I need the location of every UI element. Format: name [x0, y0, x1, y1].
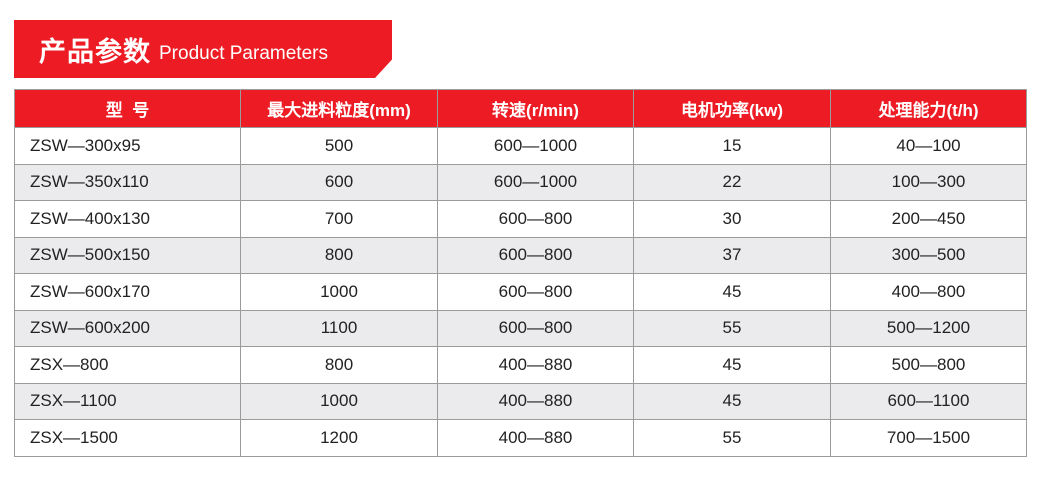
table-row: ZSX—1500 1200 400—880 55 700—1500 — [14, 419, 1027, 457]
cell-motor-power: 37 — [633, 236, 831, 274]
table-row: ZSW—600x200 1100 600—800 55 500—1200 — [14, 309, 1027, 347]
column-header-max-feed-size: 最大进料粒度(mm) — [240, 89, 438, 128]
cell-motor-power: 22 — [633, 163, 831, 201]
cell-speed: 600—800 — [437, 200, 634, 238]
cell-max-feed-size: 1200 — [240, 419, 438, 457]
cell-model: ZSW—500x150 — [14, 236, 241, 274]
cell-capacity: 100—300 — [830, 163, 1027, 201]
table-header-row: 型 号最大进料粒度(mm) 转速(r/min) 电机功率(kw) 处理能力(t/h) — [14, 89, 1027, 128]
cell-capacity: 500—1200 — [830, 309, 1027, 347]
column-header-speed: 转速(r/min) — [437, 89, 634, 128]
table-row: ZSW—400x130 700 600—800 30 200—450 — [14, 200, 1027, 238]
cell-speed: 400—880 — [437, 419, 634, 457]
cell-speed: 600—1000 — [437, 127, 634, 165]
cell-motor-power: 55 — [633, 419, 831, 457]
cell-capacity: 400—800 — [830, 273, 1027, 311]
cell-model: ZSW—600x200 — [14, 309, 241, 347]
cell-speed: 600—800 — [437, 236, 634, 274]
column-header-motor-power: 电机功率(kw) — [633, 89, 831, 128]
cell-motor-power: 45 — [633, 273, 831, 311]
table-row: ZSW—500x150 800 600—800 37 300—500 — [14, 236, 1027, 274]
cell-capacity: 300—500 — [830, 236, 1027, 274]
table-row: ZSX—1100 1000 400—880 45 600—1100 — [14, 382, 1027, 420]
table-row: ZSW—350x110 600 600—1000 22 100—300 — [14, 163, 1027, 201]
cell-motor-power: 30 — [633, 200, 831, 238]
cell-speed: 400—880 — [437, 346, 634, 384]
cell-model: ZSX—1500 — [14, 419, 241, 457]
table-row: ZSW—300x95 500 600—1000 15 40—100 — [14, 127, 1027, 165]
cell-capacity: 200—450 — [830, 200, 1027, 238]
cell-capacity: 500—800 — [830, 346, 1027, 384]
cell-motor-power: 45 — [633, 382, 831, 420]
column-header-model: 型 号 — [14, 89, 241, 128]
cell-capacity: 40—100 — [830, 127, 1027, 165]
cell-max-feed-size: 1000 — [240, 382, 438, 420]
cell-model: ZSW—300x95 — [14, 127, 241, 165]
section-title-en: Product Parameters — [159, 43, 328, 64]
cell-model: ZSW—350x110 — [14, 163, 241, 201]
table-row: ZSW—600x170 1000 600—800 45 400—800 — [14, 273, 1027, 311]
cell-max-feed-size: 500 — [240, 127, 438, 165]
cell-capacity: 600—1100 — [830, 382, 1027, 420]
cell-capacity: 700—1500 — [830, 419, 1027, 457]
cell-max-feed-size: 600 — [240, 163, 438, 201]
cell-motor-power: 15 — [633, 127, 831, 165]
cell-motor-power: 55 — [633, 309, 831, 347]
section-title-cn: 产品参数 — [39, 36, 151, 67]
cell-max-feed-size: 800 — [240, 236, 438, 274]
column-header-capacity: 处理能力(t/h) — [830, 89, 1027, 128]
cell-model: ZSX—800 — [14, 346, 241, 384]
cell-max-feed-size: 1100 — [240, 309, 438, 347]
cell-model: ZSW—600x170 — [14, 273, 241, 311]
cell-max-feed-size: 800 — [240, 346, 438, 384]
cell-model: ZSW—400x130 — [14, 200, 241, 238]
cell-speed: 400—880 — [437, 382, 634, 420]
cell-max-feed-size: 1000 — [240, 273, 438, 311]
cell-speed: 600—800 — [437, 273, 634, 311]
cell-model: ZSX—1100 — [14, 382, 241, 420]
cell-motor-power: 45 — [633, 346, 831, 384]
cell-speed: 600—800 — [437, 309, 634, 347]
parameters-table: 型 号最大进料粒度(mm) 转速(r/min) 电机功率(kw) 处理能力(t/h) … — [14, 89, 1027, 457]
section-banner: 产品参数 Product Parameters — [14, 20, 392, 78]
cell-max-feed-size: 700 — [240, 200, 438, 238]
cell-speed: 600—1000 — [437, 163, 634, 201]
table-row: ZSX—800 800 400—880 45 500—800 — [14, 346, 1027, 384]
